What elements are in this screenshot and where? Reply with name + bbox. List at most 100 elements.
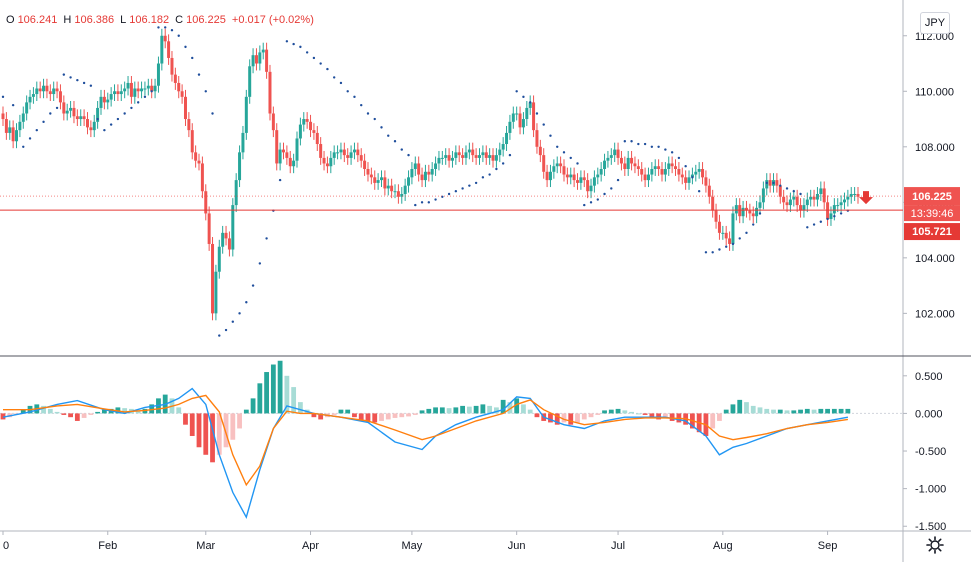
settings-gear-icon[interactable] [925,535,945,555]
sar-dot [157,26,160,29]
sar-dot [123,112,126,115]
candle-down [342,149,346,156]
macd-histogram-bar [142,408,148,414]
sar-dot [779,184,782,187]
macd-histogram-bar [602,410,607,414]
macd-histogram-bar [635,413,641,415]
candle-up [119,91,123,95]
sar-dot [299,45,302,49]
ohlc-legend: O 106.241 H 106.386 L 106.182 C 106.225 +0.0… [6,14,317,26]
candle-up [8,127,12,133]
candle-down [724,232,728,239]
candle-up [650,169,654,175]
candle-down [728,238,732,244]
macd-histogram-bar [392,413,398,418]
candle-up [758,202,762,208]
candle-down [227,238,231,250]
sar-dot [143,95,147,99]
candle-down [744,207,748,211]
sar-dot [583,203,586,207]
macd-histogram-bar [54,411,60,414]
sar-dot [82,81,86,85]
candle-down [738,205,742,217]
currency-button[interactable]: JPY [920,12,950,34]
candle-down [768,180,772,186]
macd-histogram-bar [68,413,73,418]
sar-dot [265,237,268,240]
candle-up [663,169,667,175]
sar-dot [758,212,762,215]
candle-up [332,152,336,158]
sar-dot [711,251,714,254]
sar-dot [637,142,640,146]
candle-up [214,271,218,314]
sar-dot [96,117,99,121]
candle-up [261,49,265,53]
sar-dot [49,112,52,115]
macd-histogram-bar [487,405,493,414]
sar-dot [468,184,471,187]
candle-up [106,99,110,103]
candle-up [15,130,19,142]
candle-down [312,130,316,133]
sar-dot [312,56,316,60]
sar-dot [393,140,397,143]
macd-histogram-bar [95,411,101,414]
candle-up [99,96,103,108]
sar-dot [177,34,180,37]
candle-up [349,152,353,158]
macd-histogram-bar [446,408,452,414]
candle-down [461,155,465,158]
sar-dot [799,192,802,196]
sar-dot [434,198,437,201]
candle-up [467,149,471,153]
sar-dot [501,162,505,165]
macd-histogram-bar [642,413,648,415]
sar-dot [664,148,667,151]
candle-down [822,188,826,203]
candle-up [379,177,383,181]
time-tick-label: Jul [611,540,625,552]
candle-up [352,149,356,153]
sar-dot [150,90,153,93]
candle-up [234,180,238,206]
macd-histogram-bar [554,413,560,425]
signal-line [3,394,849,487]
macd-histogram-bar [433,407,438,414]
sar-dot [231,320,235,323]
sar-dot [670,151,674,154]
candle-down [491,155,495,161]
time-tick-label: May [402,540,423,552]
time-tick-label: Feb [98,540,117,552]
sar-dot [481,176,485,179]
candle-up [846,196,850,200]
candle-down [102,96,106,103]
candle-up [802,205,806,211]
candle-down [633,163,637,167]
candle-down [275,130,279,164]
candle-up [403,185,407,194]
macd-histogram-bar [534,413,540,418]
macd-histogram-bar [568,413,574,425]
sar-dot [170,29,174,32]
candle-up [548,171,552,181]
candle-down [373,177,377,183]
sar-dot [528,101,532,104]
macd-histogram-bar [122,408,128,414]
macd-histogram-bar [710,413,716,429]
candle-down [346,155,350,158]
candle-up [515,113,519,115]
macd-histogram-bar [723,409,729,414]
sar-dot [326,67,329,71]
candle-up [613,149,617,156]
candle-down [826,202,830,219]
candle-up [464,152,468,158]
candle-up [79,116,83,120]
candle-down [305,119,309,122]
sar-dot [218,334,221,337]
candle-up [156,63,160,86]
candle-up [653,166,657,170]
macd-histogram-bar [622,410,628,414]
